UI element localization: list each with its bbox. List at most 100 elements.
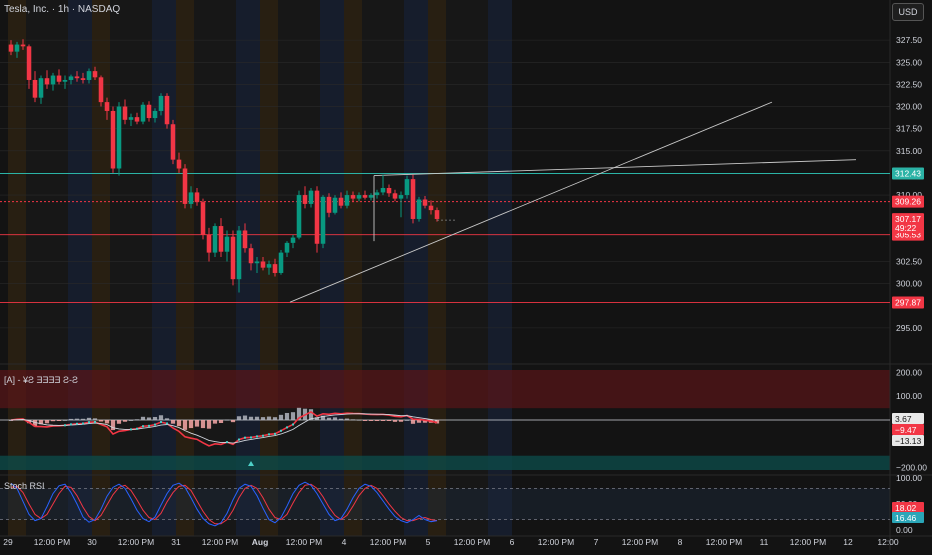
symbol-title[interactable]: Tesla, Inc. · 1h · NASDAQ (4, 4, 121, 15)
macd-histogram-bar (344, 418, 350, 420)
macd-histogram-bar (374, 420, 380, 421)
macd-histogram-bar (140, 416, 146, 420)
candle (254, 257, 260, 273)
candle-body (428, 205, 434, 211)
candle-body (320, 196, 326, 244)
rsi-band (0, 488, 890, 520)
candle-body (434, 210, 440, 219)
price-level-label: 305.53 (895, 230, 921, 240)
ascending-trendline[interactable] (289, 101, 773, 303)
macd-histogram-bar (116, 420, 122, 424)
candle-body (374, 192, 380, 196)
candle (170, 119, 176, 165)
candle (104, 97, 110, 120)
candle (272, 258, 278, 277)
candle (212, 223, 218, 258)
macd-cross-dot (166, 422, 168, 425)
candle (242, 223, 248, 253)
candle-body (62, 79, 68, 82)
candle (8, 40, 14, 56)
macd-cross-dot (70, 423, 72, 426)
macd-histogram-bar (296, 407, 302, 420)
rsi-value-label-bg (892, 512, 924, 523)
candle-body (68, 76, 74, 80)
candle (194, 187, 200, 206)
candle-body (56, 75, 62, 82)
candle (392, 189, 398, 202)
macd-cross-dot (250, 436, 252, 439)
macd-histogram-bar (416, 420, 422, 423)
macd-cross-dot (238, 438, 240, 441)
candle-body (266, 264, 272, 268)
upper-trendline[interactable] (373, 159, 857, 177)
price-axis-tick: 302.50 (896, 256, 922, 266)
macd-histogram-bar (62, 419, 68, 421)
candle (200, 198, 206, 240)
macd-histogram-bar (44, 420, 50, 424)
time-axis-tick: 6 (510, 537, 515, 547)
price-axis-tick: 300.00 (896, 279, 922, 289)
candle (146, 101, 152, 122)
candle-body (422, 199, 428, 206)
macd-histogram-bar (152, 416, 158, 420)
time-axis-tick: 12:00 PM (118, 537, 154, 547)
candle-countdown: 49:22 (895, 223, 917, 233)
macd-axis-tick: 100.00 (896, 391, 922, 401)
candle (206, 227, 212, 262)
candle-body (332, 197, 338, 213)
macd-histogram-bar (434, 420, 440, 424)
candle-body (212, 226, 218, 253)
macd-histogram-bar (230, 420, 236, 423)
candle (158, 93, 164, 116)
candle (218, 218, 224, 258)
macd-histogram-bar (320, 415, 326, 420)
candle-body (104, 102, 110, 111)
candle-body (26, 46, 32, 80)
currency-button[interactable]: USD (892, 3, 924, 21)
candle-body (134, 117, 140, 122)
macd-histogram-bar (164, 418, 170, 420)
time-axis-tick: 8 (678, 537, 683, 547)
candle-body (404, 179, 410, 196)
macd-histogram-bar (128, 419, 134, 421)
rsi-axis-tick: 100.00 (896, 473, 922, 483)
premarket-band (8, 0, 26, 536)
price-axis-tick: 322.50 (896, 79, 922, 89)
macd-histogram-bar (80, 418, 86, 420)
afterhours-band (152, 0, 176, 536)
stoch-rsi-label[interactable]: Stoch RSI (4, 481, 45, 491)
price-level-label: 312.43 (895, 169, 921, 179)
candle (164, 93, 170, 129)
macd-cross-dot (88, 421, 90, 424)
candle (368, 193, 374, 201)
time-axis-tick: 29 (3, 537, 13, 547)
afterhours-band (488, 0, 512, 536)
candle (230, 230, 236, 286)
candle (56, 69, 62, 85)
candle (260, 257, 266, 271)
macd-histogram-bar (206, 420, 212, 429)
candle-body (362, 195, 368, 198)
candle (284, 241, 290, 258)
rsi-value-label: 16.46 (895, 513, 917, 523)
time-axis-tick: 11 (760, 537, 769, 547)
macd-histogram-bar (32, 420, 38, 427)
macd-value-label: 3.67 (895, 414, 912, 424)
macd-histogram-bar (422, 420, 428, 423)
current-price-label: 307.17 (895, 214, 921, 224)
candle (398, 191, 404, 218)
macd-overbought-zone (0, 370, 890, 409)
macd-histogram-bar (110, 420, 116, 431)
macd-histogram-bar (218, 420, 224, 424)
macd-indicator-label[interactable]: [A] - ¥Ƨ ƎƎƎƎ Ƨ-Ƨ (4, 375, 79, 385)
regular-session-band (110, 0, 152, 536)
candle-body (206, 234, 212, 253)
price-level-label: 297.87 (895, 297, 921, 307)
macd-histogram-bar (86, 417, 92, 420)
macd-cross-dot (94, 421, 96, 424)
price-axis-tick: 295.00 (896, 323, 922, 333)
macd-value-label: −13.13 (895, 436, 922, 446)
candle-body (128, 117, 134, 120)
